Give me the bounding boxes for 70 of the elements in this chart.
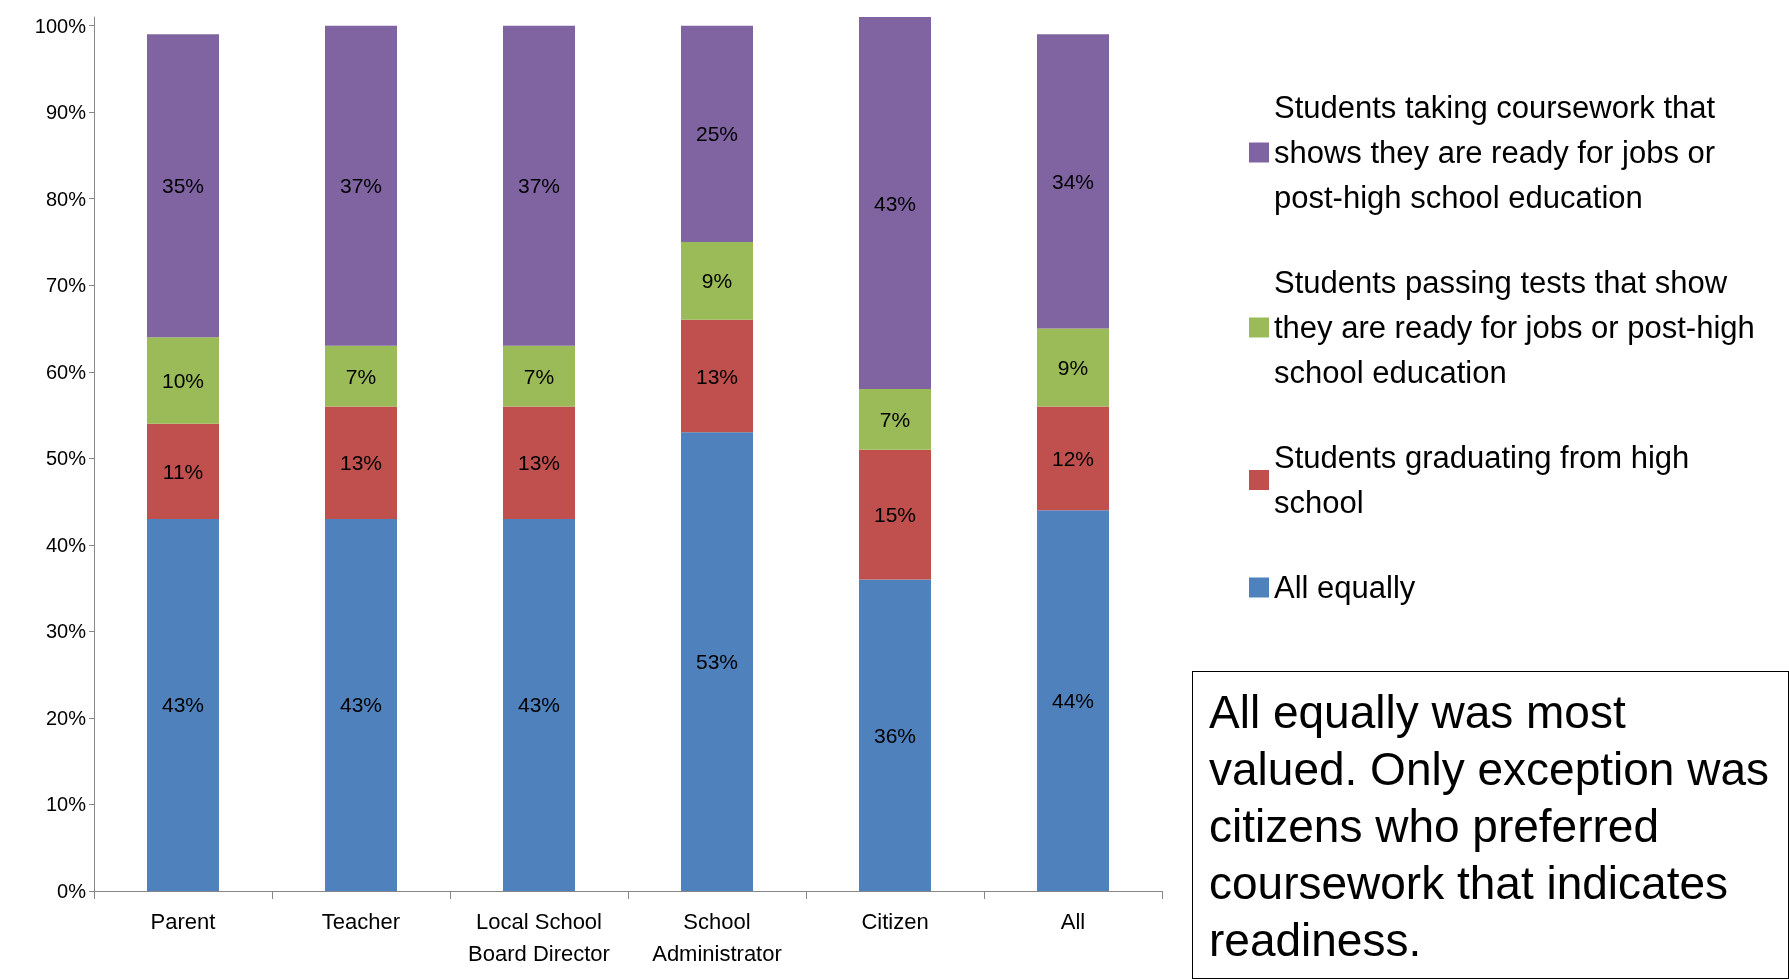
- bar: [325, 345, 397, 407]
- bar: [147, 518, 219, 891]
- data-label: 35%: [161, 174, 205, 198]
- data-label: 12%: [1051, 446, 1095, 470]
- bar: [147, 34, 219, 338]
- y-tick-label: 100%: [34, 14, 87, 37]
- data-label: 13%: [695, 364, 739, 388]
- bar: [1037, 510, 1109, 891]
- bar: [503, 406, 575, 519]
- data-label: 7%: [879, 407, 911, 431]
- legend-label: Students taking coursework that shows they are ready for jobs or post-high school education: [1274, 90, 1724, 215]
- bar: [681, 25, 753, 242]
- bar: [147, 423, 219, 519]
- bar: [859, 449, 931, 580]
- x-tick-label: Citizen: [861, 908, 929, 934]
- bar: [1037, 328, 1109, 407]
- data-label: 11%: [162, 459, 204, 483]
- bar: [503, 345, 575, 407]
- data-label: 43%: [517, 693, 561, 717]
- data-label: 43%: [873, 191, 917, 215]
- x-tick-label: Teacher: [321, 908, 401, 934]
- bar: [325, 25, 397, 346]
- data-label: 34%: [1051, 169, 1095, 193]
- bar: [859, 389, 931, 450]
- y-tick-label: 70%: [45, 274, 87, 297]
- data-label: 15%: [873, 503, 917, 527]
- data-label: 9%: [1057, 355, 1089, 379]
- x-tick-label: Local School Board Director: [468, 908, 610, 966]
- bar: [325, 518, 397, 891]
- bar: [503, 518, 575, 891]
- y-tick-label: 0%: [57, 880, 87, 902]
- data-label: 10%: [161, 368, 205, 392]
- y-tick-label: 20%: [45, 706, 87, 729]
- data-label: 43%: [161, 693, 205, 717]
- bar: [859, 17, 931, 390]
- data-label: 43%: [339, 693, 383, 717]
- legend-label: All equally: [1274, 570, 1416, 605]
- data-label: 36%: [873, 723, 917, 747]
- bar: [1037, 406, 1109, 511]
- bar: [681, 319, 753, 433]
- data-label: 7%: [523, 364, 555, 388]
- y-tick-label: 50%: [45, 447, 87, 470]
- bar: [681, 432, 753, 891]
- data-label: 44%: [1051, 689, 1095, 713]
- bar: [503, 25, 575, 346]
- y-tick-label: 30%: [45, 620, 87, 643]
- data-label: 25%: [695, 122, 739, 146]
- x-tick-label: Parent: [150, 908, 216, 934]
- x-tick-label: School Administrator: [652, 908, 782, 966]
- legend-label: Students passing tests that show they are ready for jobs or post-high school education: [1274, 265, 1764, 390]
- data-label: 9%: [701, 269, 733, 293]
- bar: [325, 406, 397, 519]
- bar: [147, 337, 219, 424]
- y-tick-label: 40%: [45, 533, 87, 556]
- data-label: 13%: [517, 451, 561, 475]
- y-tick-label: 10%: [45, 793, 87, 816]
- bar: [681, 241, 753, 320]
- y-tick-label: 60%: [45, 360, 87, 383]
- y-tick-label: 80%: [45, 187, 87, 210]
- data-label: 37%: [517, 174, 561, 198]
- data-label: 7%: [345, 364, 377, 388]
- legend-label: Students graduating from high school: [1274, 440, 1698, 520]
- data-label: 37%: [339, 174, 383, 198]
- bar: [859, 579, 931, 891]
- data-label: 53%: [695, 650, 739, 674]
- x-tick-label: All: [1060, 908, 1086, 934]
- data-label: 13%: [339, 451, 383, 475]
- y-tick-label: 90%: [45, 101, 87, 124]
- bar: [1037, 34, 1109, 329]
- text: All equally was most valued. Only exception was citizens who preferred coursework that indicates readiness.: [1192, 671, 1789, 979]
